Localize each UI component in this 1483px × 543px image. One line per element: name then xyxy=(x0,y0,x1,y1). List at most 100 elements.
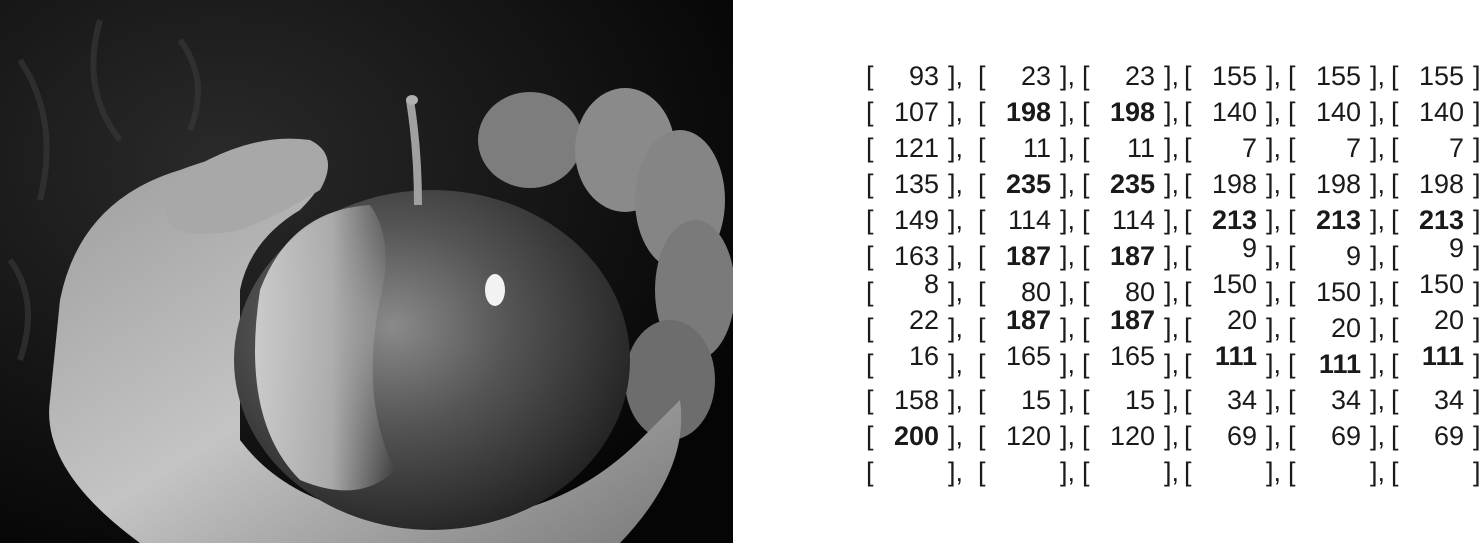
matrix-row: [],[],[],[],[],[] xyxy=(866,454,1481,490)
open-bracket: [ xyxy=(1288,385,1296,415)
pixel-value: 69 xyxy=(1433,421,1464,451)
matrix-cell: [198], xyxy=(1288,166,1391,202)
matrix-cell: [150] xyxy=(1391,269,1483,310)
open-bracket: [ xyxy=(866,457,874,487)
matrix-cell: [140], xyxy=(1184,94,1287,130)
close-bracket: ], xyxy=(1370,97,1386,127)
open-bracket: [ xyxy=(866,349,874,379)
pixel-value: 11 xyxy=(1022,133,1051,163)
matrix-cell: [15], xyxy=(978,382,1081,418)
open-bracket: [ xyxy=(1391,61,1399,91)
pixel-value: 187 xyxy=(1109,305,1155,335)
matrix-cell: [114], xyxy=(978,202,1081,238)
open-bracket: [ xyxy=(978,313,986,343)
close-bracket: ], xyxy=(1164,349,1180,379)
open-bracket: [ xyxy=(1288,421,1296,451)
close-bracket: ], xyxy=(1370,133,1386,163)
close-bracket: ] xyxy=(1473,205,1481,235)
pixel-value: 23 xyxy=(1020,61,1051,91)
matrix-cell: [9], xyxy=(1184,233,1287,274)
close-bracket: ], xyxy=(1164,277,1180,307)
close-bracket: ], xyxy=(948,61,964,91)
matrix-cell: [155] xyxy=(1391,58,1483,94)
close-bracket: ], xyxy=(1266,421,1282,451)
close-bracket: ], xyxy=(1060,421,1076,451)
close-bracket: ], xyxy=(1266,313,1282,343)
open-bracket: [ xyxy=(1288,61,1296,91)
pixel-value: 140 xyxy=(1315,97,1361,127)
open-bracket: [ xyxy=(1391,169,1399,199)
close-bracket: ], xyxy=(948,385,964,415)
matrix-cell: [20], xyxy=(1288,310,1391,346)
close-bracket: ] xyxy=(1473,61,1481,91)
pixel-value: 107 xyxy=(893,97,939,127)
open-bracket: [ xyxy=(1288,277,1296,307)
matrix-cell: [20], xyxy=(1184,305,1287,346)
pixel-value: 15 xyxy=(1124,385,1155,415)
pixel-value: 111 xyxy=(1318,349,1361,379)
matrix-row: [163],[187],[187],[9],[9],[9] xyxy=(866,233,1481,274)
close-bracket: ], xyxy=(948,97,964,127)
pixel-value: 198 xyxy=(1211,169,1257,199)
pixel-value: 213 xyxy=(1211,205,1257,235)
matrix-cell: [], xyxy=(1288,454,1391,490)
open-bracket: [ xyxy=(1184,61,1192,91)
open-bracket: [ xyxy=(1288,97,1296,127)
matrix-cell: [235], xyxy=(1082,166,1185,202)
matrix-cell: [187], xyxy=(978,305,1081,346)
pixel-value: 7 xyxy=(1345,133,1361,163)
close-bracket: ], xyxy=(1164,313,1180,343)
matrix-cell: [200], xyxy=(866,418,969,454)
close-bracket: ] xyxy=(1473,277,1481,307)
matrix-row: [200],[120],[120],[69],[69],[69] xyxy=(866,418,1481,454)
pixel-value: 198 xyxy=(1109,97,1155,127)
open-bracket: [ xyxy=(866,241,874,271)
close-bracket: ] xyxy=(1473,133,1481,163)
matrix-cell: [69], xyxy=(1288,418,1391,454)
close-bracket: ], xyxy=(1370,241,1386,271)
close-bracket: ], xyxy=(948,421,964,451)
matrix-cell: [150], xyxy=(1288,274,1391,310)
close-bracket: ], xyxy=(1370,313,1386,343)
open-bracket: [ xyxy=(1288,457,1296,487)
matrix-cell: [], xyxy=(1082,454,1185,490)
matrix-row: [135],[235],[235],[198],[198],[198] xyxy=(866,166,1481,202)
open-bracket: [ xyxy=(866,205,874,235)
pixel-value: 200 xyxy=(893,421,939,451)
open-bracket: [ xyxy=(1082,313,1090,343)
open-bracket: [ xyxy=(1082,133,1090,163)
close-bracket: ], xyxy=(1266,349,1282,379)
pixel-value-matrix: [93],[23],[23],[155],[155],[155][107],[1… xyxy=(866,58,1481,490)
open-bracket: [ xyxy=(1391,421,1399,451)
matrix-cell: [11], xyxy=(978,130,1081,166)
matrix-cell: [34], xyxy=(1184,382,1287,418)
matrix-cell: [111] xyxy=(1391,341,1483,382)
open-bracket: [ xyxy=(866,133,874,163)
open-bracket: [ xyxy=(1082,61,1090,91)
pixel-value: 22 xyxy=(908,305,939,335)
close-bracket: ], xyxy=(1164,61,1180,91)
open-bracket: [ xyxy=(978,241,986,271)
matrix-cell: [198] xyxy=(1391,166,1483,202)
open-bracket: [ xyxy=(1082,241,1090,271)
matrix-cell: [9] xyxy=(1391,233,1483,274)
open-bracket: [ xyxy=(1184,457,1192,487)
matrix-row: [149],[114],[114],[213],[213],[213] xyxy=(866,202,1481,238)
open-bracket: [ xyxy=(1082,277,1090,307)
close-bracket: ], xyxy=(1266,457,1282,487)
close-bracket: ], xyxy=(1164,421,1180,451)
open-bracket: [ xyxy=(1391,133,1399,163)
close-bracket: ], xyxy=(1060,385,1076,415)
pixel-value: 187 xyxy=(1109,241,1155,271)
pixel-value: 23 xyxy=(1124,61,1155,91)
open-bracket: [ xyxy=(1082,205,1090,235)
close-bracket: ], xyxy=(1060,313,1076,343)
matrix-cell: [165], xyxy=(978,341,1081,382)
pixel-value: 8 xyxy=(923,269,939,299)
pixel-value: 34 xyxy=(1330,385,1361,415)
close-bracket: ], xyxy=(1370,421,1386,451)
matrix-cell: [93], xyxy=(866,58,969,94)
open-bracket: [ xyxy=(1391,385,1399,415)
pixel-value: 213 xyxy=(1315,205,1361,235)
close-bracket: ], xyxy=(1060,61,1076,91)
